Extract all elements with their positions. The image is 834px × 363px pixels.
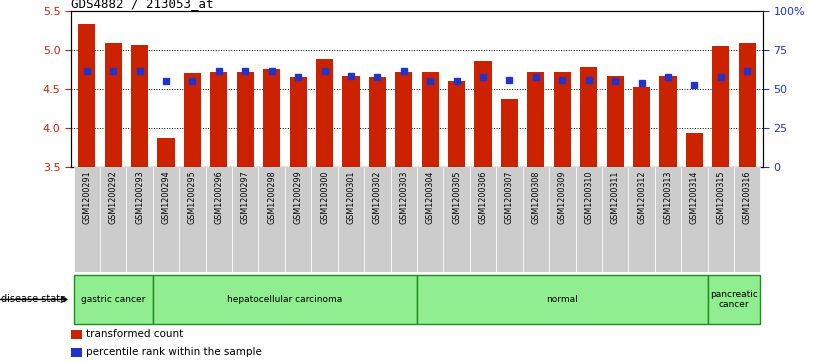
Text: GSM1200292: GSM1200292 — [108, 170, 118, 224]
Text: GSM1200307: GSM1200307 — [505, 170, 514, 224]
Bar — [390, 167, 417, 272]
Text: GSM1200302: GSM1200302 — [373, 170, 382, 224]
Bar — [179, 167, 206, 272]
Text: GSM1200313: GSM1200313 — [664, 170, 672, 224]
Bar — [71, 330, 82, 339]
Bar — [527, 72, 545, 167]
Text: transformed count: transformed count — [86, 329, 183, 339]
Text: GSM1200299: GSM1200299 — [294, 170, 303, 224]
Bar — [289, 77, 307, 167]
Bar — [259, 167, 285, 272]
Bar — [263, 69, 280, 167]
Text: GSM1200293: GSM1200293 — [135, 170, 144, 224]
Text: GSM1200314: GSM1200314 — [690, 170, 699, 224]
Bar — [686, 134, 703, 167]
Bar — [422, 72, 439, 167]
Text: disease state: disease state — [1, 294, 66, 305]
Bar — [606, 76, 624, 167]
Bar — [448, 81, 465, 167]
Bar — [153, 275, 417, 324]
Bar — [232, 167, 259, 272]
Bar — [417, 167, 444, 272]
Bar — [602, 167, 628, 272]
Bar — [131, 45, 148, 167]
Text: GSM1200297: GSM1200297 — [241, 170, 249, 224]
Bar — [633, 87, 651, 167]
Bar — [364, 167, 390, 272]
Bar — [707, 167, 734, 272]
Bar — [153, 167, 179, 272]
Text: GSM1200303: GSM1200303 — [399, 170, 409, 224]
Text: percentile rank within the sample: percentile rank within the sample — [86, 347, 262, 357]
Text: GSM1200298: GSM1200298 — [267, 170, 276, 224]
Bar — [580, 67, 597, 167]
Text: GSM1200304: GSM1200304 — [425, 170, 435, 224]
Bar — [343, 76, 359, 167]
Bar — [369, 77, 386, 167]
Bar — [628, 167, 655, 272]
Bar — [712, 46, 730, 167]
Bar — [210, 72, 228, 167]
Bar — [104, 43, 122, 167]
Bar — [549, 167, 575, 272]
Text: GSM1200316: GSM1200316 — [743, 170, 751, 224]
Bar — [554, 72, 571, 167]
Bar — [523, 167, 549, 272]
Bar — [78, 24, 95, 167]
Bar — [100, 167, 127, 272]
Bar — [501, 99, 518, 167]
Bar — [739, 43, 756, 167]
Bar — [311, 167, 338, 272]
Bar — [681, 167, 707, 272]
Bar — [496, 167, 523, 272]
Text: GSM1200309: GSM1200309 — [558, 170, 567, 224]
Bar — [417, 275, 707, 324]
Bar — [316, 59, 333, 167]
Bar — [237, 72, 254, 167]
Text: GSM1200301: GSM1200301 — [346, 170, 355, 224]
Text: GSM1200305: GSM1200305 — [452, 170, 461, 224]
Bar — [395, 72, 412, 167]
Text: GSM1200300: GSM1200300 — [320, 170, 329, 224]
Bar — [338, 167, 364, 272]
Text: GSM1200311: GSM1200311 — [610, 170, 620, 224]
Bar — [73, 167, 100, 272]
Bar — [127, 167, 153, 272]
Bar — [475, 61, 491, 167]
Text: GSM1200296: GSM1200296 — [214, 170, 224, 224]
Bar — [444, 167, 470, 272]
Bar — [73, 275, 153, 324]
Text: GSM1200310: GSM1200310 — [585, 170, 593, 224]
Text: GSM1200294: GSM1200294 — [162, 170, 170, 224]
Text: GSM1200291: GSM1200291 — [83, 170, 91, 224]
Bar — [206, 167, 232, 272]
Bar — [470, 167, 496, 272]
Bar — [183, 73, 201, 167]
Bar — [655, 167, 681, 272]
Text: GSM1200308: GSM1200308 — [531, 170, 540, 224]
Bar — [285, 167, 311, 272]
Text: GSM1200312: GSM1200312 — [637, 170, 646, 224]
Text: GSM1200306: GSM1200306 — [479, 170, 488, 224]
Text: normal: normal — [546, 295, 578, 304]
Bar — [660, 76, 676, 167]
Bar — [734, 167, 761, 272]
Text: pancreatic
cancer: pancreatic cancer — [710, 290, 758, 309]
Bar — [158, 138, 174, 167]
Bar — [71, 348, 82, 357]
Text: hepatocellular carcinoma: hepatocellular carcinoma — [228, 295, 343, 304]
Text: GSM1200315: GSM1200315 — [716, 170, 726, 224]
Bar — [575, 167, 602, 272]
Bar — [707, 275, 761, 324]
Text: GDS4882 / 213053_at: GDS4882 / 213053_at — [71, 0, 214, 10]
Text: GSM1200295: GSM1200295 — [188, 170, 197, 224]
Text: gastric cancer: gastric cancer — [81, 295, 145, 304]
